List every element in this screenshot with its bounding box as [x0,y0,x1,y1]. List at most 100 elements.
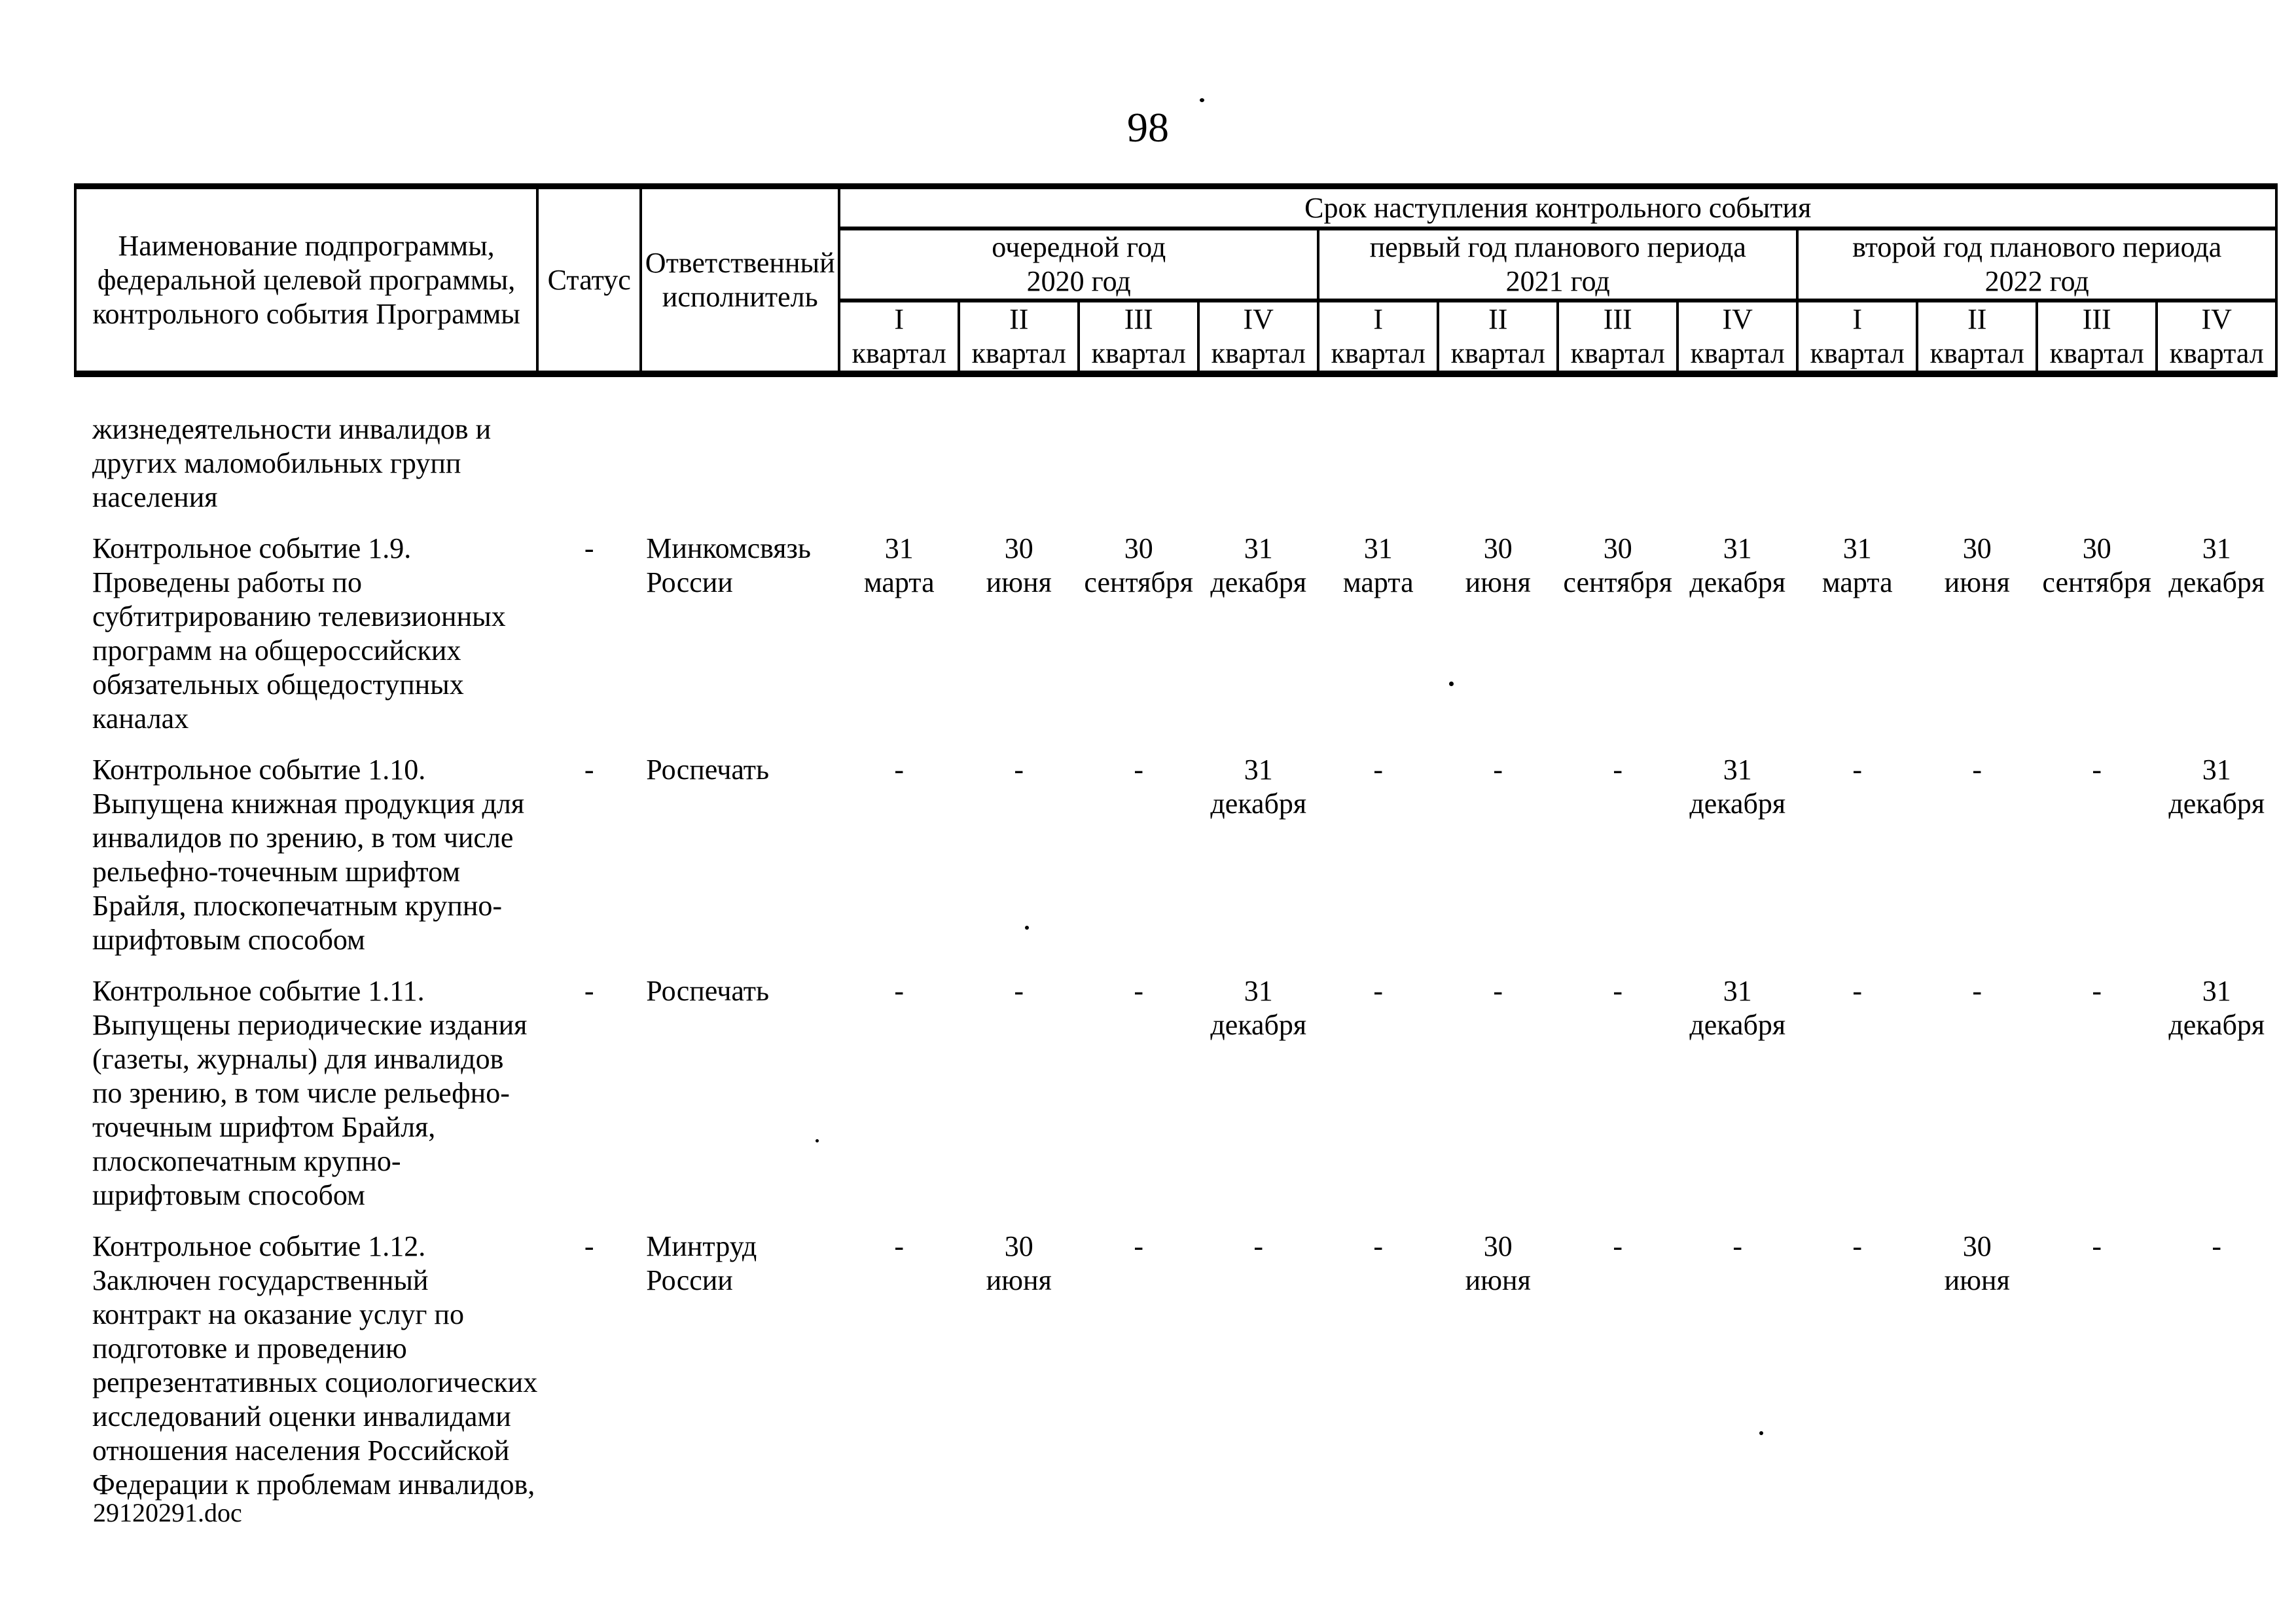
cell-quarter-date: - [1677,1213,1797,1502]
cell-quarter-date: 31 декабря [1677,515,1797,736]
year-period-label: очередной год [992,231,1166,263]
cell-quarter-date: - [1797,1213,1917,1502]
year-label: 2020 год [1026,265,1131,297]
cell-quarter-date: - [1318,736,1438,957]
scan-speck [816,1139,819,1142]
text-line: - [2092,754,2102,786]
table-row: Контрольное событие 1.10. Выпущена книжна… [75,736,2276,957]
cell-quarter-date: - [1797,736,1917,957]
header-deadline-title: Срок наступления контрольного события [838,183,2278,230]
text-line: - [1014,975,1024,1007]
text-line: 31 [2202,532,2231,564]
cell-executor [641,374,839,515]
text-line: Роспечать [646,975,770,1007]
text-line: - [1493,975,1503,1007]
table-row: Контрольное событие 1.12. Заключен госуда… [75,1213,2276,1502]
year-period-label: первый год планового периода [1369,231,1746,263]
table-body: жизнедеятельности инвалидов и других мало… [75,374,2276,1502]
text-line: - [2092,975,2102,1007]
text-line: 30 [1483,532,1513,564]
header-quarter-2022-4: IV квартал [2155,299,2278,377]
cell-quarter-date: 31 марта [1318,515,1438,736]
cell-quarter-date: - [1558,957,1677,1213]
text-line: населения [92,481,218,513]
text-line: 31 [1723,532,1752,564]
text-line: - [1134,975,1144,1007]
text-line: марта [863,566,935,598]
text-line: марта [1342,566,1414,598]
quarter-word: квартал [2169,337,2264,369]
text-line: Выпущены периодические издания [92,1009,528,1041]
text-line: Выпущена книжная продукция для [92,788,525,820]
quarter-word: квартал [1211,337,1306,369]
text-line: 30 [1004,532,1033,564]
quarter-numeral: IV [1243,303,1274,335]
text-line: сентября [2042,566,2152,598]
page-number: 98 [1127,104,1169,151]
text-line: (газеты, журналы) для инвалидов [92,1043,504,1075]
text-line: 30 [1124,532,1153,564]
text-line: контракт на оказание услуг по [92,1298,464,1330]
cell-status: - [537,957,641,1213]
text-line: июня [1465,566,1531,598]
cell-quarter-date: 30 июня [1438,515,1558,736]
cell-status: - [537,1213,641,1502]
header-quarter-2020-3: III квартал [1077,299,1200,377]
header-quarter-2022-3: III квартал [2036,299,2159,377]
text-line: - [1972,975,1982,1007]
control-events-schedule-table: Наименование подпрограммы, федеральной ц… [73,183,2278,1502]
text-line: декабря [1210,788,1307,820]
cell-quarter-date: - [1318,957,1438,1213]
cell-executor: Минкомсвязь России [641,515,839,736]
cell-event-name: Контрольное событие 1.10. Выпущена книжна… [75,736,537,957]
text-line: других маломобильных групп [92,447,461,479]
quarter-numeral: IV [2201,303,2232,335]
text-line: 30 [1962,1230,1992,1262]
text-line: декабря [1210,566,1307,598]
text-line: - [584,754,594,786]
text-line: Проведены работы по [92,566,362,598]
text-line: - [584,1230,594,1262]
cell-quarter-date [1079,374,1198,515]
text-line: - [1852,1230,1863,1262]
text-line: исследований оценки инвалидами [92,1400,511,1432]
cell-quarter-date: 31 декабря [1198,515,1318,736]
cell-quarter-date: - [2037,957,2157,1213]
cell-quarter-date: 31 декабря [1677,957,1797,1213]
quarter-word: квартал [1331,337,1426,369]
cell-quarter-date: 30 июня [959,515,1079,736]
quarter-word: квартал [1810,337,1905,369]
text-line: декабря [2168,1009,2265,1041]
text-line: отношения населения Российской [92,1434,510,1467]
text-line: Брайля, плоскопечатным крупно- [92,890,503,922]
cell-event-name: Контрольное событие 1.9. Проведены работы… [75,515,537,736]
header-quarter-2022-2: II квартал [1916,299,2039,377]
quarter-word: квартал [2049,337,2144,369]
cell-status [537,374,641,515]
cell-quarter-date: - [1318,1213,1438,1502]
cell-quarter-date: - [1917,957,2037,1213]
text-line: России [646,1264,733,1296]
cell-quarter-date: - [839,1213,959,1502]
cell-quarter-date: - [2037,736,2157,957]
text-line: - [1253,1230,1264,1262]
text-line: 30 [2082,532,2111,564]
header-row-years: очередной год 2020 год первый год планов… [75,227,2278,302]
text-line: - [1014,754,1024,786]
cell-quarter-date [1677,374,1797,515]
cell-event-name: Контрольное событие 1.11. Выпущены период… [75,957,537,1213]
text-line: июня [986,1264,1052,1296]
cell-quarter-date: - [2037,1213,2157,1502]
text-line: - [1134,754,1144,786]
header-quarter-2020-1: I квартал [838,299,961,377]
cell-quarter-date: - [1558,736,1677,957]
quarter-numeral: II [1967,303,1987,335]
header-row-quarters: I квартал II квартал III квартал IV квар… [75,299,2278,377]
text-line: - [2212,1230,2222,1262]
cell-event-name: жизнедеятельности инвалидов и других мало… [75,374,537,515]
text-line: Минкомсвязь [646,532,811,564]
header-executor-line: Ответственный [645,246,835,279]
cell-quarter-date: - [1079,1213,1198,1502]
header-year-2021: первый год планового периода 2021 год [1317,227,1799,302]
text-line: 30 [1962,532,1992,564]
